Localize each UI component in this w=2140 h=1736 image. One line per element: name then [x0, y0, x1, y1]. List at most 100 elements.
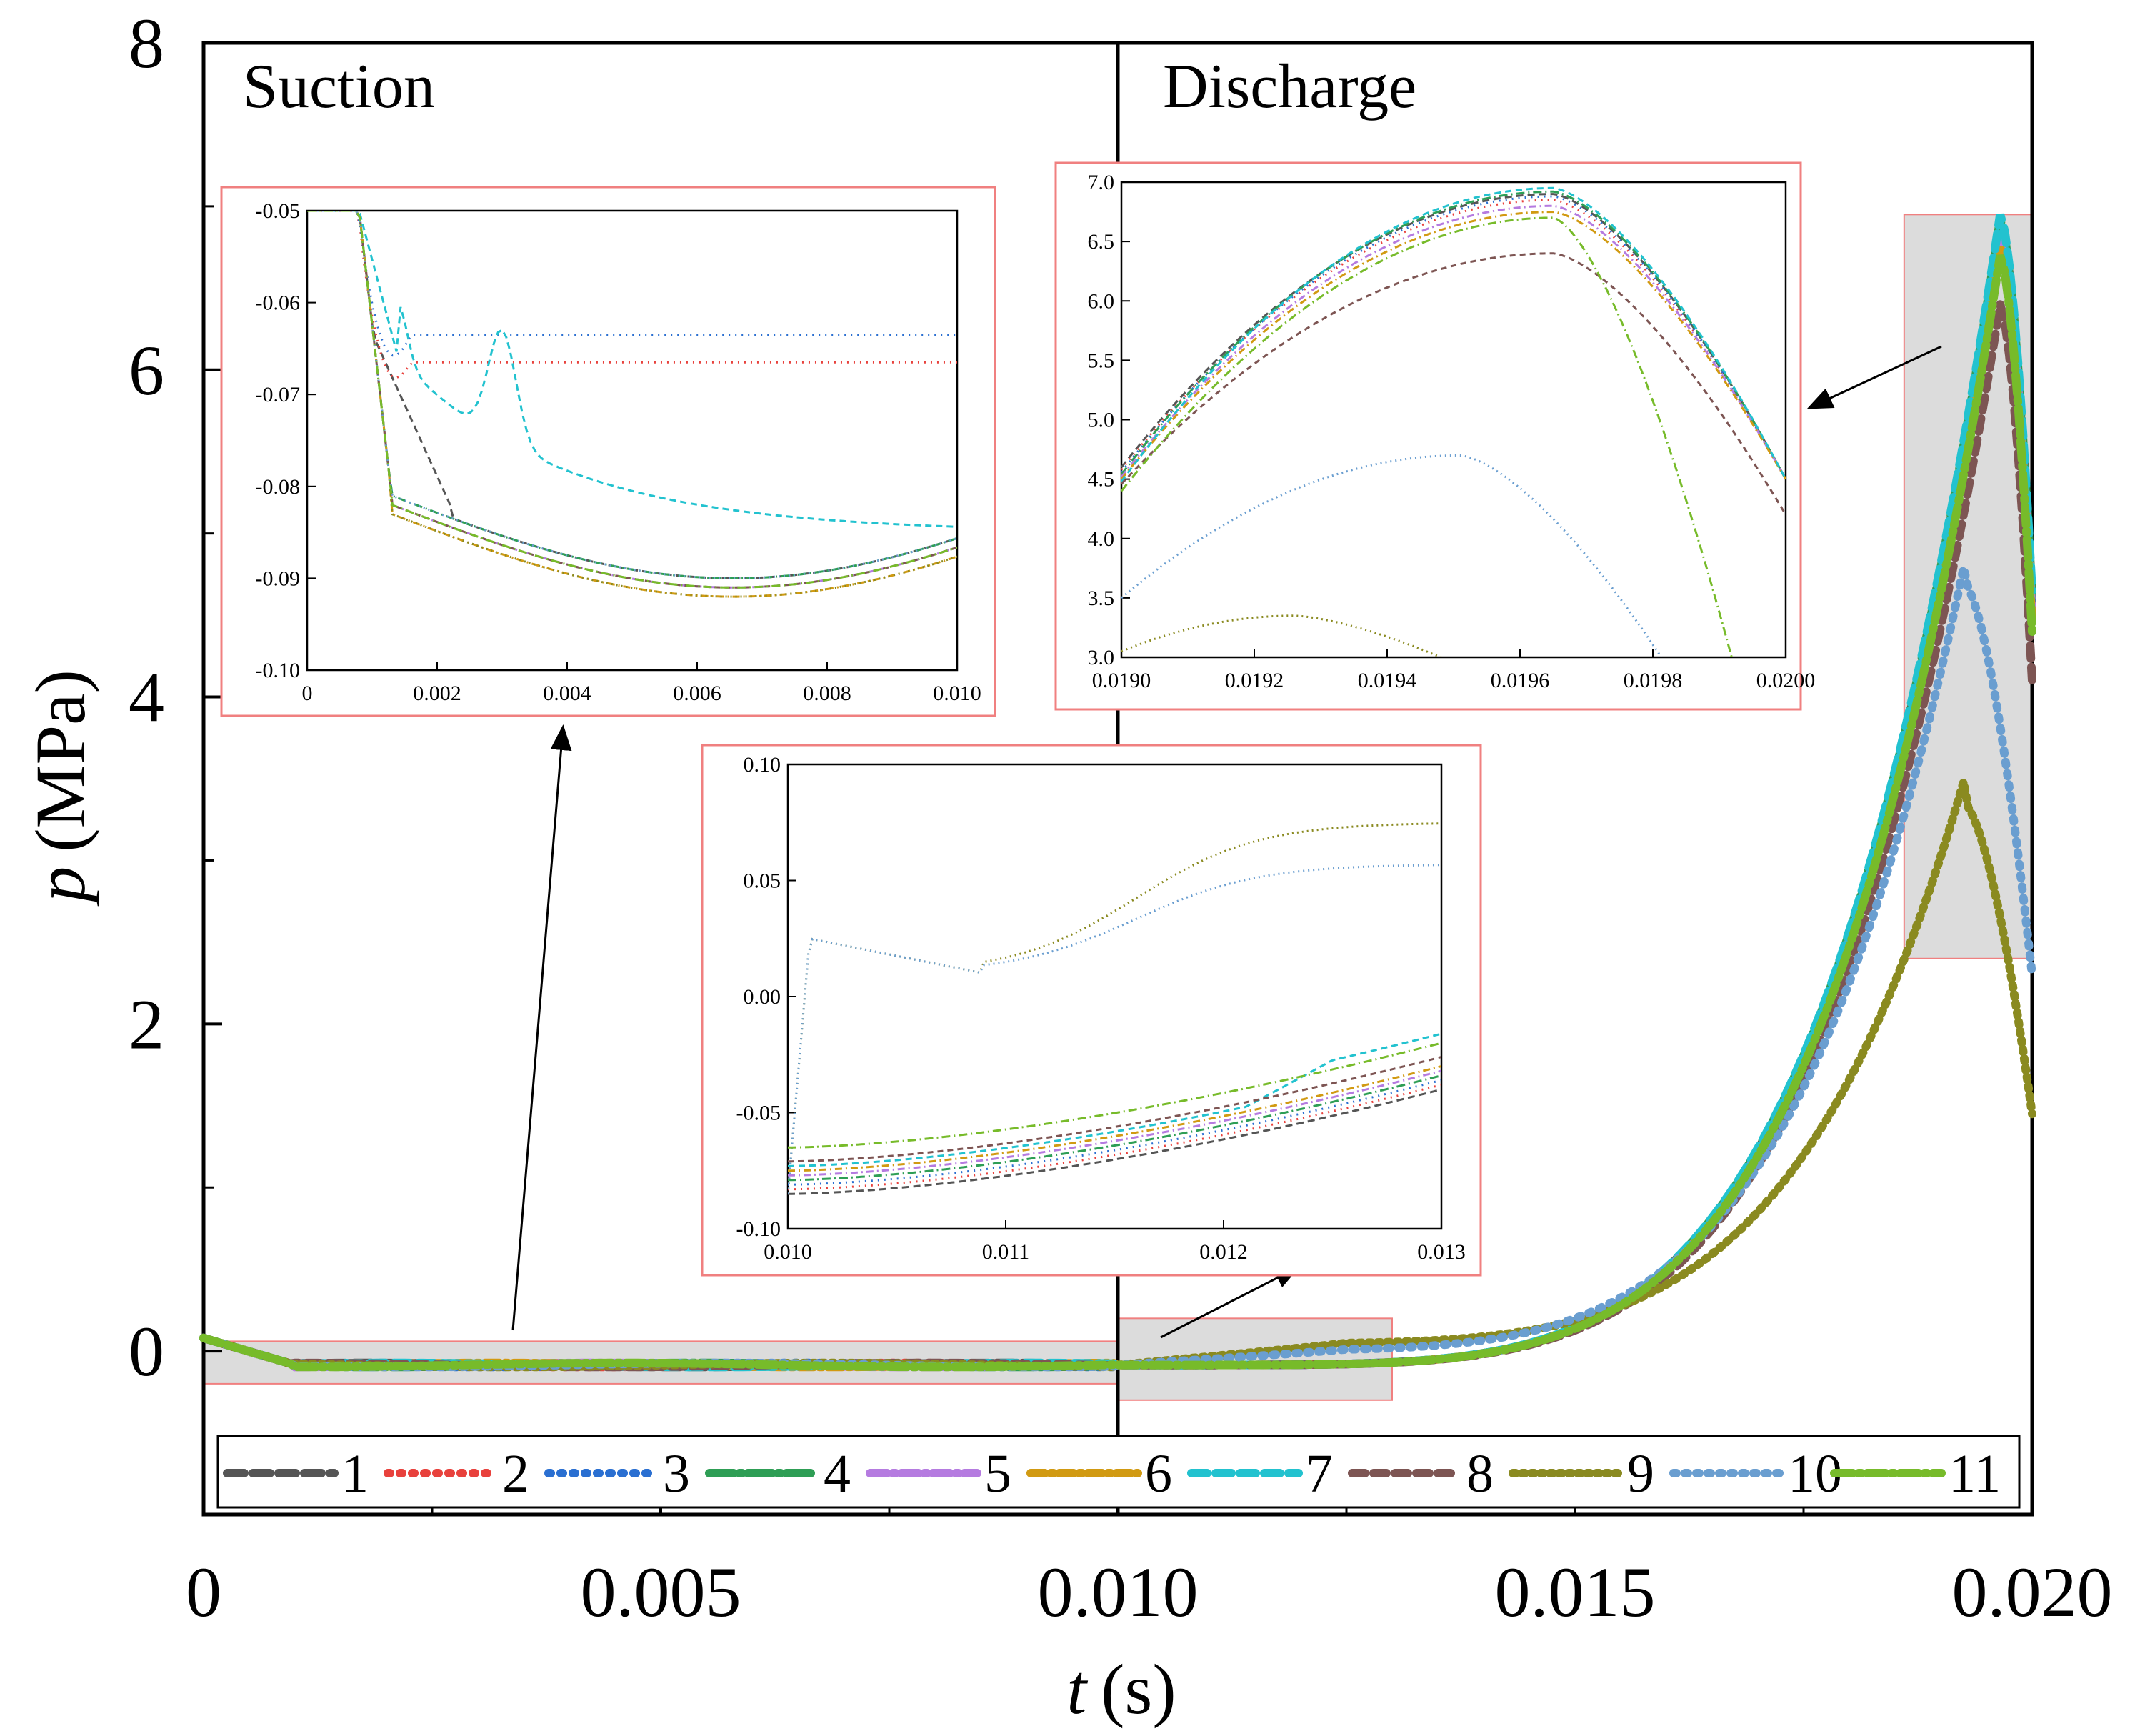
arrow-to-suction-inset	[511, 724, 572, 1331]
inset-suction-x-tick-label: 0.010	[933, 682, 981, 705]
x-tick-label: 0.020	[1952, 1552, 2113, 1632]
legend-label-1: 1	[341, 1444, 369, 1504]
inset-suction-y-tick-label: -0.10	[256, 659, 301, 682]
legend-label-6: 6	[1145, 1444, 1172, 1504]
legend: 1 2 3 4 5 6 7 8 9 10 11	[216, 1435, 2021, 1509]
inset-transition-series-11	[788, 1042, 1441, 1149]
inset-discharge-series-10	[1121, 454, 1663, 657]
inset-transition-series-5	[788, 1069, 1441, 1177]
inset-transition-series-3	[788, 1079, 1441, 1186]
inset-discharge-series-9	[1121, 614, 1444, 657]
inset-discharge: 0.0190 0.0192 0.0194 0.0196 0.0198 0.0200 7.0 6…	[1054, 161, 1816, 711]
inset-suction-y-tick-label: -0.08	[256, 475, 301, 499]
inset-suction-y-tick-label: -0.09	[256, 567, 301, 590]
inset-suction-series-6	[307, 211, 957, 598]
legend-label-7: 7	[1306, 1444, 1333, 1504]
inset-transition-series-8	[788, 1056, 1441, 1163]
inset-discharge-y-tick-label: 3.0	[1088, 646, 1115, 669]
x-axis-label: t (s)	[1066, 1650, 1176, 1729]
inset-transition-y-tick-label: -0.10	[736, 1217, 781, 1241]
y-tick-label: 0	[129, 1312, 164, 1391]
annotation-suction: Suction	[243, 52, 435, 121]
inset-discharge-y-tick-label: 3.5	[1088, 587, 1115, 610]
inset-suction-series-10	[307, 211, 957, 579]
inset-discharge-series-3	[1121, 195, 1786, 480]
inset-transition: 0.010 0.011 0.012 0.013 0.10 0.05 0.00 -0.05 -0.…	[701, 744, 1482, 1277]
inset-transition-y-tick-label: -0.05	[736, 1102, 781, 1125]
inset-suction-y-tick-label: -0.07	[256, 383, 301, 406]
inset-transition-y-tick-label: 0.05	[744, 869, 781, 893]
x-tick-label: 0.015	[1495, 1552, 1656, 1632]
arrow-to-discharge-inset	[1806, 345, 1942, 409]
inset-transition-x-tick-label: 0.010	[764, 1240, 812, 1264]
inset-discharge-series-1	[1121, 193, 1786, 480]
inset-discharge-x-tick-label: 0.0192	[1225, 669, 1284, 692]
inset-transition-x-tick-label: 0.011	[982, 1240, 1029, 1264]
inset-suction-series-7	[307, 211, 957, 528]
y-tick-label: 6	[129, 331, 164, 410]
inset-discharge-y-tick-label: 5.0	[1088, 409, 1115, 432]
legend-label-4: 4	[824, 1444, 851, 1504]
legend-label-11: 11	[1949, 1444, 2001, 1504]
inset-discharge-x-tick-label: 0.0190	[1092, 669, 1151, 692]
inset-discharge-curves	[1121, 186, 1786, 657]
y-tick-label: 8	[129, 4, 164, 83]
y-tick-label: 4	[129, 658, 164, 737]
x-tick-label: 0.005	[581, 1552, 741, 1632]
inset-discharge-y-tick-label: 4.5	[1088, 468, 1115, 492]
inset-discharge-series-5	[1121, 204, 1786, 480]
legend-label-8: 8	[1466, 1444, 1494, 1504]
inset-transition-x-tick-label: 0.013	[1417, 1240, 1466, 1264]
series-11-line	[199, 254, 2036, 1372]
legend-label-5: 5	[984, 1444, 1011, 1504]
inset-suction-x-tick-label: 0.004	[543, 682, 591, 705]
inset-transition-series-1	[788, 1088, 1441, 1195]
inset-discharge-x-tick-label: 0.0194	[1358, 669, 1417, 692]
inset-discharge-series-7	[1121, 186, 1786, 482]
inset-discharge-x-tick-label: 0.0200	[1756, 669, 1816, 692]
inset-discharge-y-tick-label: 6.5	[1088, 230, 1115, 254]
inset-discharge-y-tick-label: 7.0	[1088, 171, 1115, 194]
legend-label-3: 3	[663, 1444, 690, 1504]
inset-discharge-series-2	[1121, 199, 1786, 480]
inset-discharge-series-8	[1121, 252, 1786, 516]
inset-suction-series-9	[307, 211, 957, 598]
y-axis-label: p(MPa)	[21, 669, 100, 907]
inset-suction-x-tick-label: 0.006	[673, 682, 721, 705]
inset-transition-x-tick-label: 0.012	[1199, 1240, 1248, 1264]
inset-suction-frame	[306, 209, 959, 672]
x-tick-label: 0	[186, 1552, 221, 1632]
inset-suction-y-tick-label: -0.05	[256, 199, 301, 223]
inset-suction-x-tick-label: 0	[302, 682, 313, 705]
legend-label-2: 2	[502, 1444, 529, 1504]
inset-plots: 0 0.002 0.004 0.006 0.008 0.010 -0.05 -0.06 -0.0…	[220, 161, 1816, 1277]
inset-transition-y-tick-label: 0.00	[744, 985, 781, 1009]
inset-suction-y-tick-label: -0.06	[256, 291, 301, 315]
inset-suction-x-tick-label: 0.008	[803, 682, 851, 705]
inset-suction-x-tick-label: 0.002	[413, 682, 461, 705]
inset-transition-y-tick-label: 0.10	[744, 753, 781, 777]
inset-transition-series-4	[788, 1074, 1441, 1182]
inset-discharge-y-tick-label: 6.0	[1088, 289, 1115, 313]
x-tick-label: 0.010	[1038, 1552, 1199, 1632]
inset-suction-series-8	[307, 211, 957, 589]
inset-transition-series-7	[788, 1032, 1441, 1167]
inset-transition-series-9	[788, 822, 1441, 1194]
inset-suction-curves	[307, 211, 957, 598]
inset-transition-series-2	[788, 1084, 1441, 1191]
annotation-discharge: Discharge	[1163, 52, 1416, 121]
inset-transition-frame	[786, 763, 1443, 1230]
inset-transition-curves	[788, 822, 1441, 1195]
arrow-to-transition-inset	[1160, 1266, 1301, 1339]
inset-discharge-y-tick-label: 4.0	[1088, 527, 1115, 551]
inset-discharge-y-tick-label: 5.5	[1088, 349, 1115, 372]
inset-discharge-x-tick-label: 0.0198	[1624, 669, 1683, 692]
text-layer: Suction Discharge t (s) p(MPa)	[21, 52, 1416, 1729]
legend-label-9: 9	[1627, 1444, 1654, 1504]
y-tick-label: 2	[129, 984, 164, 1064]
inset-discharge-series-4	[1121, 190, 1786, 480]
inset-discharge-x-tick-label: 0.0196	[1491, 669, 1550, 692]
inset-discharge-series-11	[1121, 216, 1733, 657]
